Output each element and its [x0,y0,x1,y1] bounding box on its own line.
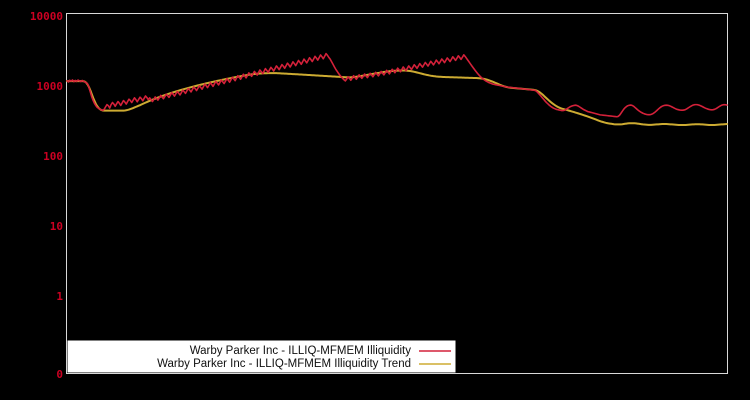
y-axis-tick-labels: 10000 1000 100 10 1 0 [30,10,64,381]
plot-frame [66,13,728,374]
series-group [66,52,728,127]
legend-background [67,340,456,373]
legend-label-illiquidity-trend: Warby Parker Inc - ILLIQ-MFMEM Illiquidi… [157,358,411,370]
y-tick-label-10000: 10000 [30,10,63,23]
y-tick-label-1000: 1000 [37,80,64,93]
y-tick-label-0: 0 [56,368,63,381]
chart-legend: Warby Parker Inc - ILLIQ-MFMEM Illiquidi… [67,340,456,373]
y-tick-label-1: 1 [56,290,63,303]
y-tick-label-10: 10 [50,220,63,233]
series-line-illiquidity [66,52,728,118]
y-tick-label-100: 100 [43,150,63,163]
legend-label-illiquidity: Warby Parker Inc - ILLIQ-MFMEM Illiquidi… [190,345,412,357]
